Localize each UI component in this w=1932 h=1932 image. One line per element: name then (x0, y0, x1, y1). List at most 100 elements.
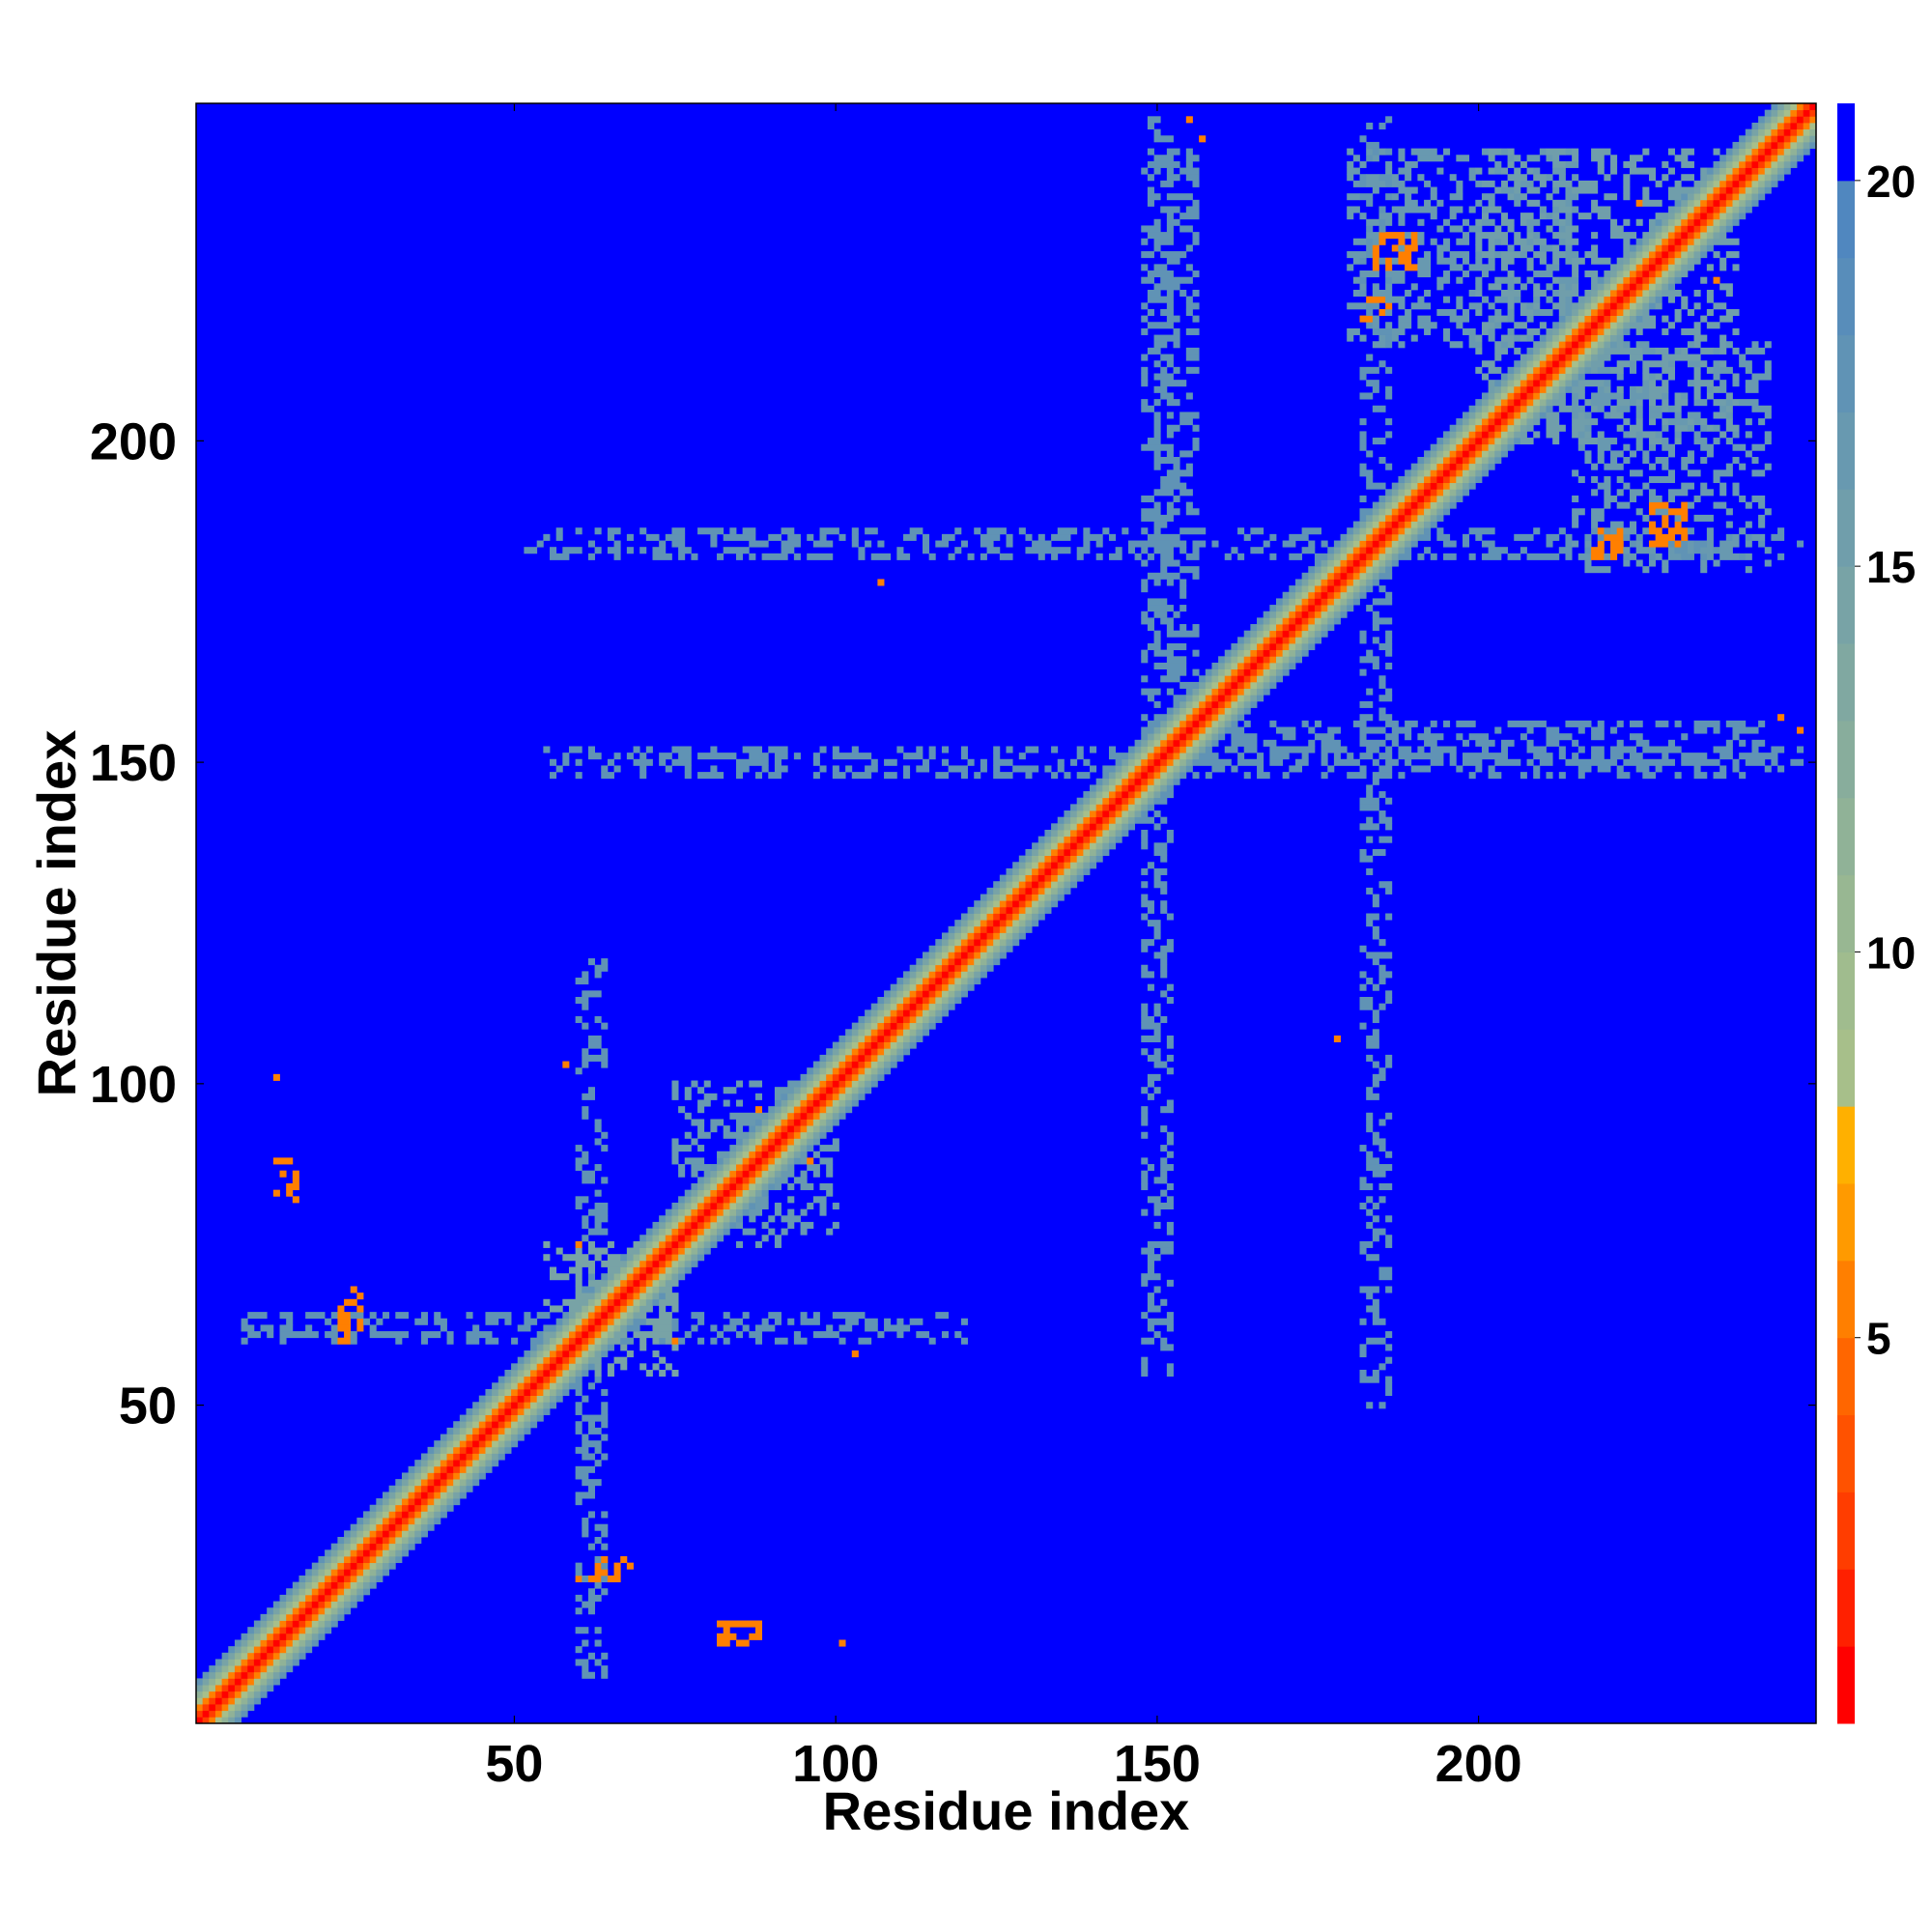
heatmap-cell (1012, 925, 1020, 933)
heatmap-cell (909, 1003, 917, 1010)
heatmap-cell (787, 1164, 795, 1172)
heatmap-cell (884, 1054, 892, 1062)
heatmap-cell (1025, 746, 1039, 753)
heatmap-cell (749, 1215, 756, 1223)
heatmap-cell (838, 1067, 846, 1075)
heatmap-cell (954, 958, 962, 966)
heatmap-cell (717, 1189, 724, 1197)
heatmap-cell (916, 958, 923, 966)
heatmap-cell (1037, 553, 1045, 560)
heatmap-cell (607, 1318, 614, 1325)
heatmap-cell (318, 1569, 326, 1577)
heatmap-cell (1160, 733, 1168, 741)
heatmap-cell (1565, 244, 1573, 252)
heatmap-cell (1372, 438, 1386, 445)
heatmap-cell (517, 1402, 525, 1409)
heatmap-cell (325, 1331, 338, 1339)
heatmap-cell (1430, 495, 1437, 502)
heatmap-cell (601, 958, 609, 966)
heatmap-cell (652, 1337, 660, 1345)
heatmap-cell (665, 1293, 679, 1300)
heatmap-cell (241, 1685, 248, 1692)
heatmap-cell (517, 1395, 525, 1403)
heatmap-cell (1520, 302, 1527, 310)
heatmap-cell (1294, 598, 1303, 606)
heatmap-cell (761, 1119, 769, 1126)
heatmap-cell (1032, 874, 1039, 882)
heatmap-cell (1359, 997, 1374, 1005)
heatmap-cell (594, 1202, 609, 1210)
heatmap-cell (781, 527, 795, 535)
heatmap-cell (1745, 540, 1752, 548)
heatmap-cell (517, 1324, 531, 1332)
heatmap-cell (350, 1601, 357, 1608)
heatmap-cell (1141, 1369, 1149, 1378)
heatmap-cell (742, 1324, 750, 1332)
heatmap-cell (1468, 457, 1476, 465)
heatmap-cell (279, 1594, 287, 1602)
heatmap-cell (1771, 746, 1785, 753)
heatmap-cell (376, 1575, 384, 1582)
heatmap-cell (1398, 753, 1444, 760)
heatmap-cell (761, 1183, 769, 1191)
heatmap-cell (1725, 405, 1733, 412)
heatmap-cell (1141, 302, 1149, 310)
heatmap-cell (620, 1312, 628, 1320)
heatmap-cell (1012, 913, 1020, 921)
heatmap-cell (697, 1240, 705, 1248)
heatmap-cell (1623, 218, 1631, 226)
heatmap-cell (960, 983, 968, 991)
heatmap-cell (819, 1125, 827, 1133)
heatmap-cell (453, 1465, 461, 1473)
heatmap-cell (1475, 308, 1483, 316)
heatmap-cell (330, 1312, 338, 1320)
heatmap-cell (877, 1061, 885, 1068)
heatmap-cell (1558, 334, 1566, 342)
heatmap-cell (524, 1421, 531, 1429)
heatmap-cell (1481, 322, 1495, 329)
heatmap-cell (896, 1331, 904, 1339)
heatmap-cell (1591, 553, 1605, 560)
heatmap-cell (1294, 656, 1303, 664)
heatmap-cell (1494, 405, 1502, 412)
heatmap-cell (1366, 784, 1374, 792)
heatmap-cell (1616, 302, 1624, 310)
heatmap-cell (1321, 611, 1328, 618)
heatmap-cell (1185, 707, 1193, 715)
heatmap-cell (633, 1293, 640, 1300)
heatmap-cell (1584, 354, 1592, 361)
heatmap-cell (1308, 617, 1316, 625)
heatmap-cell (1378, 553, 1386, 560)
heatmap-cell (582, 990, 602, 998)
heatmap-cell (1648, 489, 1657, 497)
heatmap-cell (1147, 791, 1154, 799)
heatmap-cell (1231, 733, 1258, 741)
heatmap-cell (1526, 399, 1534, 407)
heatmap-cell (1642, 347, 1657, 355)
heatmap-cell (691, 1202, 698, 1210)
heatmap-cell (1572, 302, 1579, 310)
heatmap-cell (1185, 746, 1193, 753)
heatmap-cell (665, 1240, 672, 1248)
heatmap-cell (1546, 373, 1553, 381)
heatmap-cell (1314, 585, 1321, 593)
heatmap-cell (1147, 733, 1154, 741)
heatmap-cell (1706, 232, 1714, 240)
heatmap-cell (935, 978, 943, 985)
heatmap-cell (420, 1465, 428, 1473)
heatmap-cell (1572, 334, 1579, 342)
heatmap-cell (1751, 457, 1759, 465)
heatmap-cell (344, 1543, 352, 1550)
heatmap-cell (768, 772, 781, 780)
heatmap-cell (601, 1061, 609, 1068)
heatmap-cell (754, 1125, 763, 1133)
heatmap-cell (1025, 920, 1033, 927)
heatmap-cell (832, 1099, 839, 1107)
heatmap-cell (292, 1659, 299, 1666)
heatmap-cell (633, 1286, 640, 1293)
heatmap-cell (472, 1402, 480, 1409)
heatmap-cell (1166, 289, 1174, 298)
heatmap-cell (234, 1665, 242, 1673)
heatmap-cell (1211, 695, 1219, 702)
heatmap-cell (1662, 276, 1669, 284)
